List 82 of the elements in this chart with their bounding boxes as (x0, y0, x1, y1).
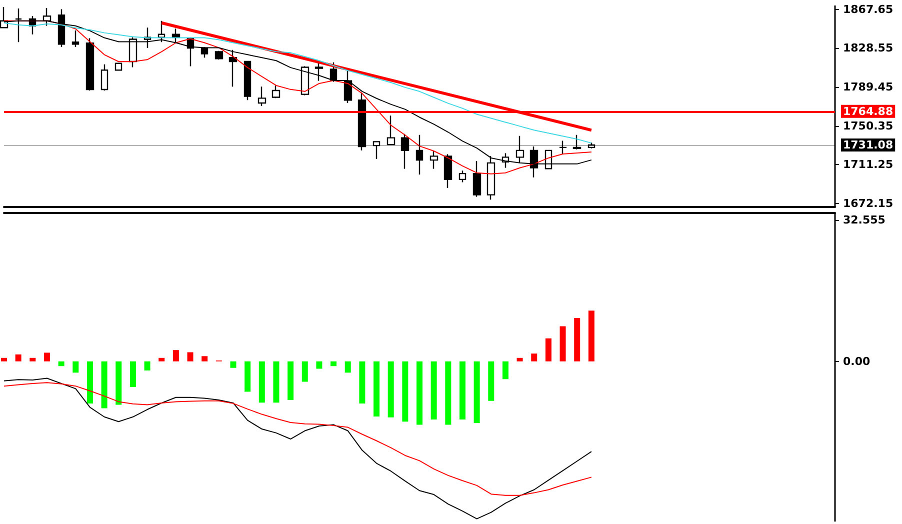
y-tick-label: 1672.15 (843, 197, 894, 210)
candlestick (472, 160, 482, 198)
bar (230, 361, 236, 368)
bar (58, 361, 64, 366)
bar (588, 310, 594, 362)
candlestick (244, 60, 252, 101)
candlestick (458, 170, 466, 183)
bar (116, 361, 122, 405)
bar (101, 361, 108, 408)
y-tick-label: 1750.35 (843, 119, 894, 132)
bar (130, 361, 136, 387)
candlestick (572, 134, 582, 150)
y-tick-label: 1867.65 (843, 2, 894, 16)
candlestick (300, 66, 310, 96)
line-series (4, 382, 592, 496)
y-tick-label: 1789.45 (843, 80, 894, 94)
bar (374, 361, 380, 416)
bar (430, 361, 437, 420)
bar (244, 361, 251, 392)
candlestick (128, 36, 138, 68)
y-tick-label: 1711.25 (843, 158, 894, 172)
bar (316, 361, 322, 369)
bar (86, 361, 93, 404)
candlestick (86, 38, 94, 92)
y-tick-label: 32.555 (843, 214, 886, 227)
candlestick (72, 30, 80, 48)
candlestick (358, 92, 366, 152)
candlestick (372, 141, 380, 160)
bar (359, 361, 366, 404)
bar (416, 361, 422, 425)
candlestick (114, 62, 122, 71)
bar (545, 338, 552, 362)
candlestick (416, 134, 424, 176)
y-tick-label: 0.00 (843, 354, 870, 368)
bar (488, 361, 494, 401)
candlestick (386, 115, 396, 146)
candlestick (172, 28, 180, 43)
bar (402, 361, 408, 422)
bar (72, 361, 79, 373)
candlestick (214, 50, 224, 60)
bar (258, 361, 265, 403)
bar (560, 326, 566, 362)
candlestick (444, 154, 452, 189)
bar (158, 358, 165, 362)
bar (202, 356, 208, 362)
candlestick (344, 68, 352, 104)
bar (187, 352, 194, 362)
candlestick (228, 49, 238, 88)
candlestick (314, 62, 324, 82)
line-series (4, 378, 592, 520)
bar (459, 361, 466, 420)
bar (344, 361, 351, 373)
candlestick (272, 85, 280, 99)
candlestick (558, 140, 568, 155)
bar (302, 361, 308, 382)
candlestick (330, 62, 338, 82)
candlestick (258, 86, 266, 107)
bar (288, 361, 294, 400)
ref-line-label: 1731.08 (843, 138, 894, 152)
candlestick (588, 142, 596, 150)
bar (15, 354, 22, 362)
bar (330, 361, 337, 366)
bar (172, 350, 179, 362)
bar (531, 354, 538, 362)
candlestick (430, 150, 438, 170)
candlestick (100, 64, 108, 92)
bar (502, 361, 508, 380)
bar (474, 361, 480, 423)
candlestick (400, 133, 410, 170)
line-series (4, 22, 592, 144)
bar (144, 361, 150, 370)
bar (445, 361, 452, 425)
y-tick-label: 1828.55 (843, 42, 894, 55)
bar (30, 358, 36, 362)
bar (388, 361, 394, 418)
candlestick (200, 46, 208, 58)
bar (574, 318, 580, 362)
bar (516, 358, 523, 362)
bar (273, 361, 280, 403)
ref-line-label: 1764.88 (843, 104, 894, 118)
bar (44, 352, 50, 362)
bar (1, 358, 7, 362)
